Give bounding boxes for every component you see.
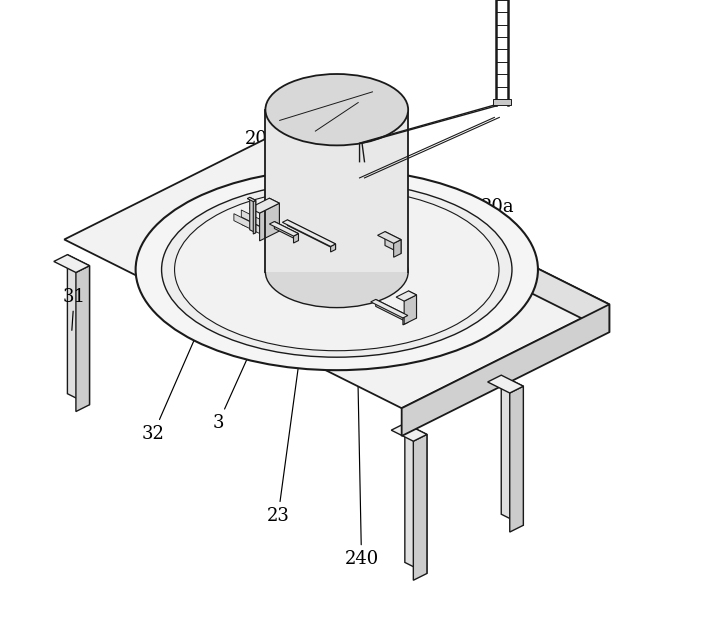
Text: 22: 22 — [405, 315, 497, 392]
Text: 23: 23 — [267, 109, 333, 525]
Polygon shape — [510, 386, 523, 532]
Polygon shape — [403, 315, 408, 325]
Ellipse shape — [161, 182, 512, 357]
Polygon shape — [445, 250, 458, 396]
Polygon shape — [67, 255, 90, 405]
Polygon shape — [253, 200, 256, 234]
Polygon shape — [404, 295, 416, 324]
Polygon shape — [234, 214, 262, 235]
Ellipse shape — [136, 169, 538, 370]
Polygon shape — [391, 423, 427, 441]
Polygon shape — [283, 220, 335, 247]
Text: 241: 241 — [0, 617, 1, 618]
Polygon shape — [487, 375, 523, 393]
Polygon shape — [376, 299, 408, 323]
Polygon shape — [274, 222, 299, 240]
Polygon shape — [377, 232, 401, 243]
Text: 32: 32 — [142, 211, 250, 443]
Ellipse shape — [174, 188, 499, 351]
Polygon shape — [270, 222, 299, 236]
Text: 3: 3 — [213, 240, 301, 433]
Polygon shape — [385, 232, 401, 253]
Polygon shape — [423, 239, 458, 256]
Polygon shape — [54, 255, 90, 273]
Polygon shape — [272, 136, 609, 332]
Polygon shape — [247, 197, 256, 201]
Polygon shape — [396, 291, 416, 301]
Ellipse shape — [265, 236, 408, 308]
Polygon shape — [294, 234, 299, 243]
Polygon shape — [287, 220, 335, 250]
Text: 20a: 20a — [481, 198, 514, 458]
Polygon shape — [405, 423, 427, 574]
Text: 240: 240 — [344, 152, 379, 569]
Polygon shape — [249, 197, 256, 233]
Polygon shape — [260, 203, 279, 241]
Polygon shape — [437, 239, 458, 389]
Polygon shape — [330, 244, 335, 252]
Polygon shape — [393, 240, 401, 257]
Polygon shape — [249, 198, 279, 213]
Text: 31: 31 — [63, 287, 85, 331]
Text: 20: 20 — [245, 130, 439, 323]
Polygon shape — [414, 434, 427, 580]
Polygon shape — [242, 218, 303, 250]
Polygon shape — [270, 198, 279, 231]
Text: 1: 1 — [353, 207, 416, 249]
Text: 2: 2 — [155, 211, 244, 307]
Polygon shape — [76, 266, 90, 412]
Ellipse shape — [265, 74, 408, 145]
Polygon shape — [265, 110, 408, 272]
Polygon shape — [402, 304, 609, 436]
Polygon shape — [408, 291, 416, 318]
Polygon shape — [241, 210, 270, 231]
Polygon shape — [371, 299, 408, 318]
Polygon shape — [64, 136, 609, 408]
Polygon shape — [501, 375, 523, 525]
Polygon shape — [492, 99, 511, 105]
